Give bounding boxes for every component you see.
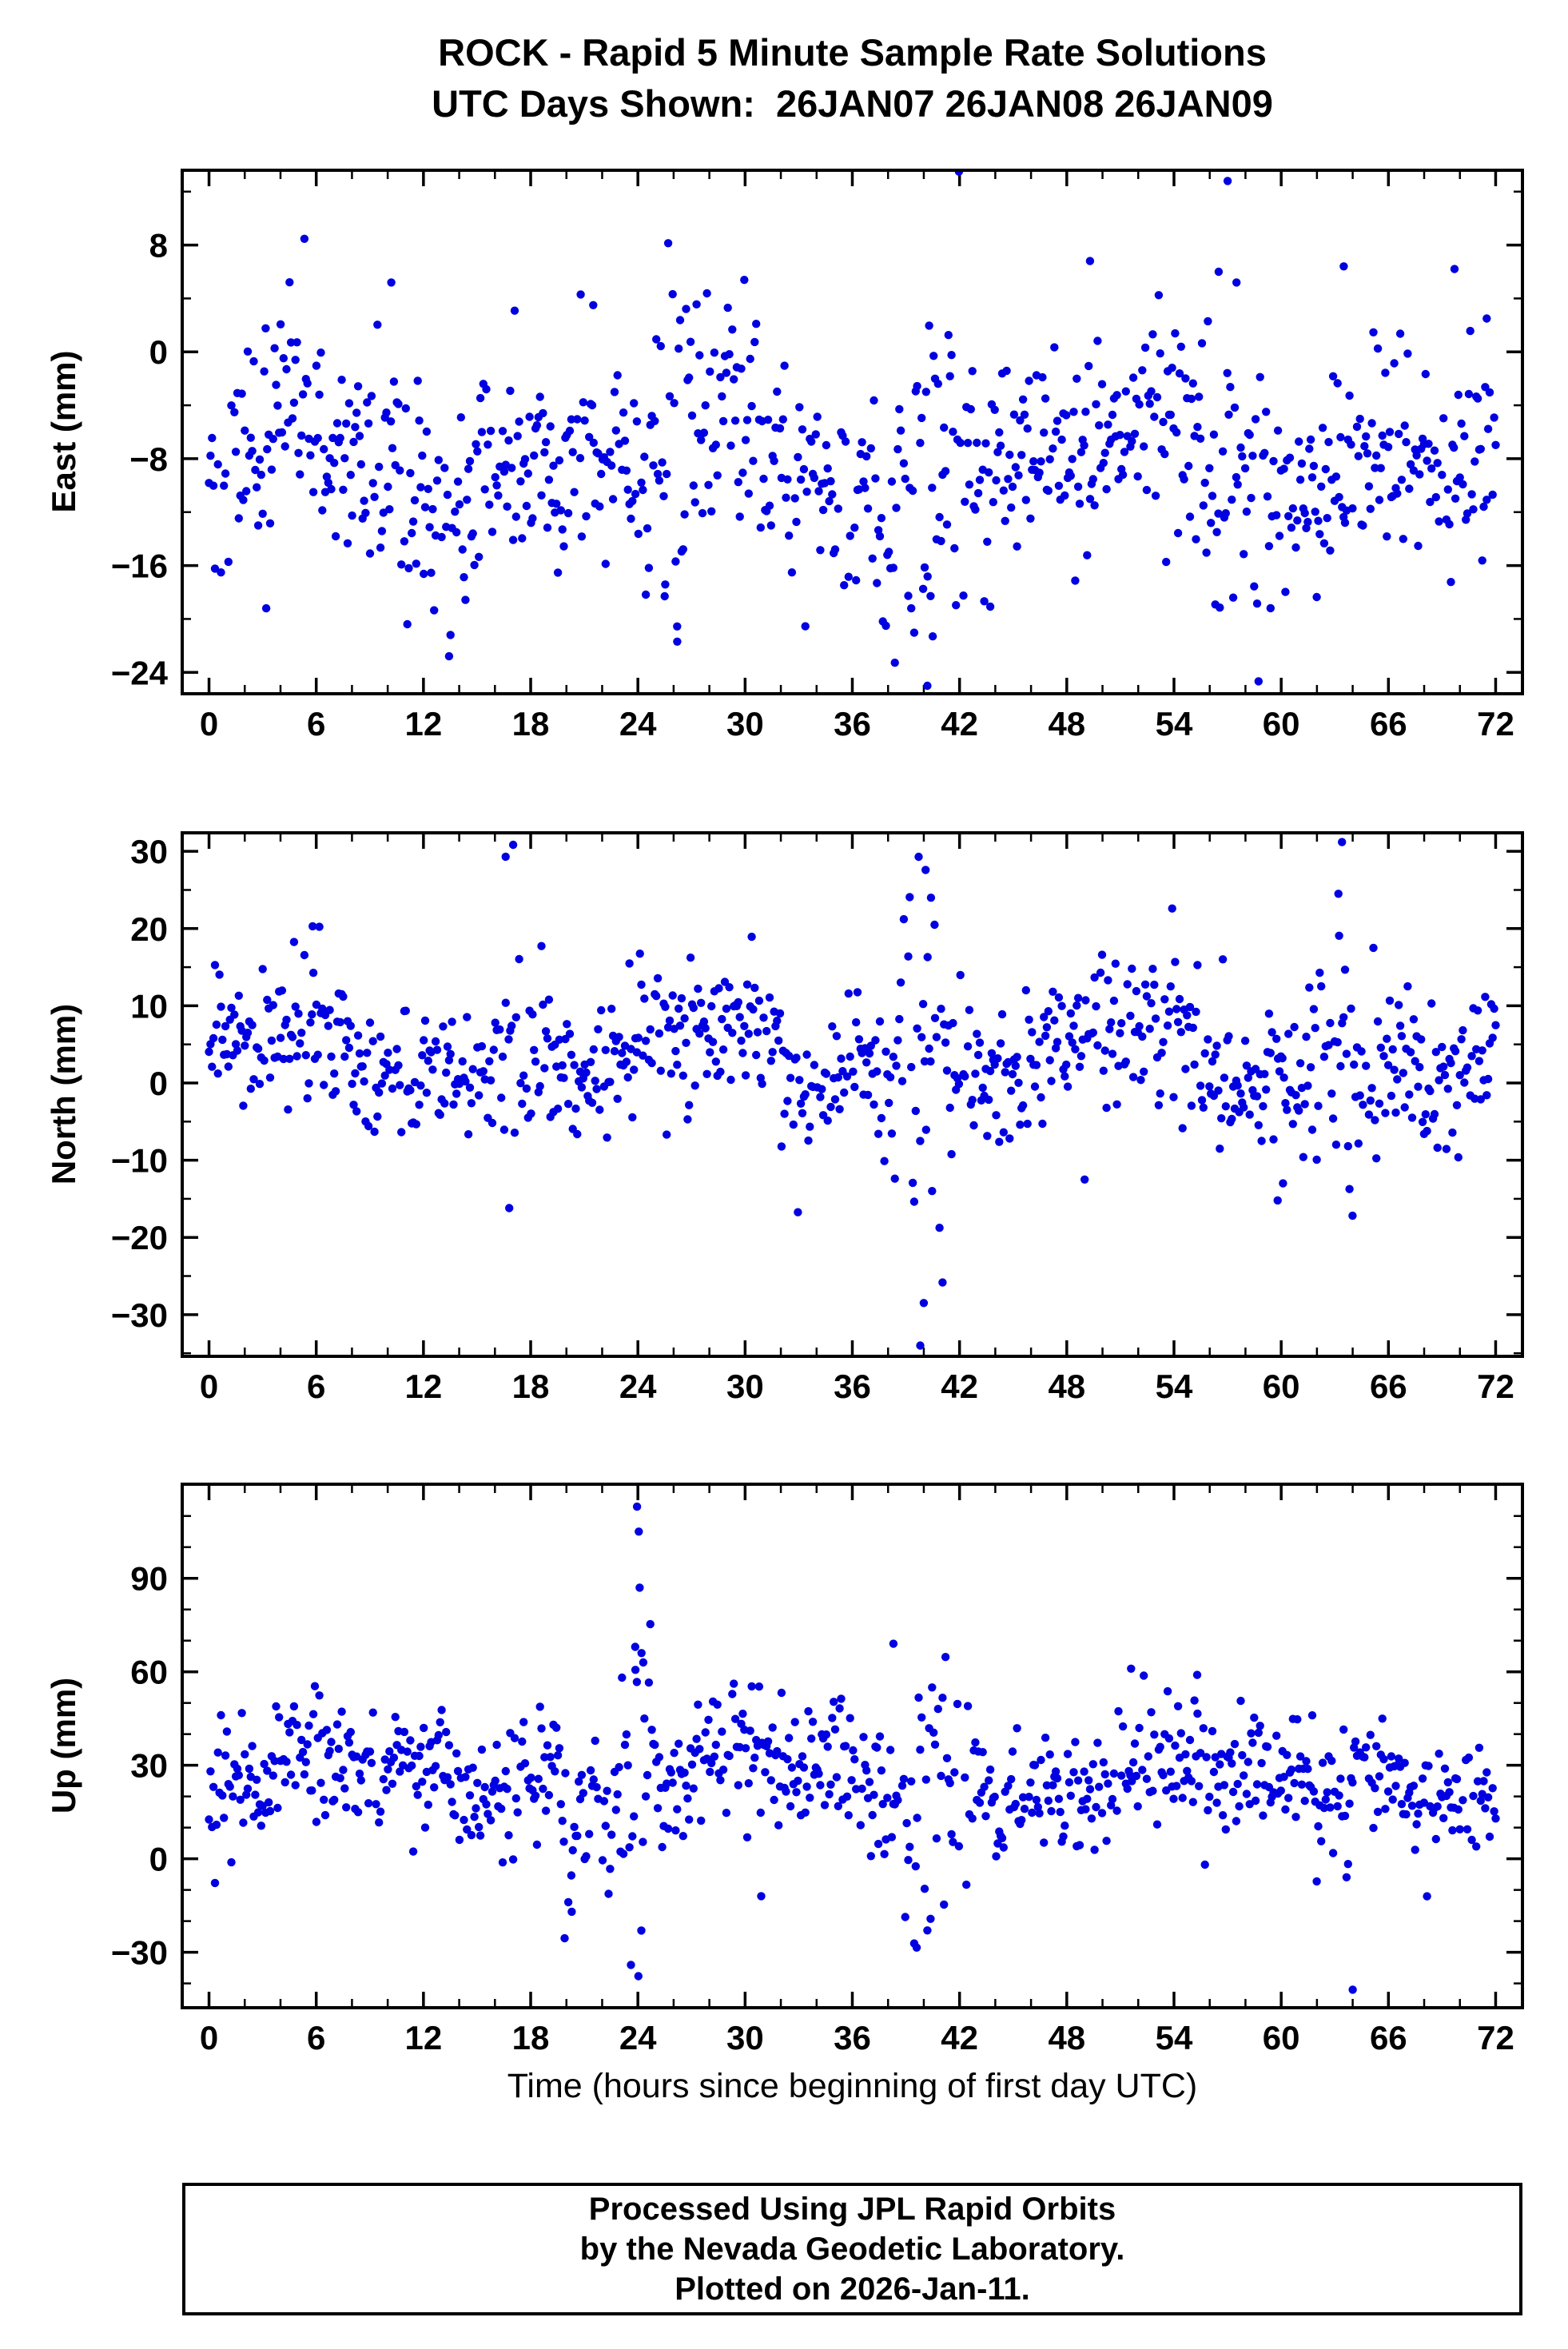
svg-text:72: 72 <box>1477 1368 1514 1405</box>
svg-text:60: 60 <box>130 1654 168 1691</box>
east-scatter-plot: 0 6 12 18 24 30 36 42 48 54 60 66 72 −24 −16 −8 0 8 <box>111 169 1524 743</box>
svg-text:30: 30 <box>726 1368 764 1405</box>
svg-text:48: 48 <box>1048 2019 1085 2056</box>
svg-text:66: 66 <box>1370 1368 1407 1405</box>
svg-text:72: 72 <box>1477 2019 1514 2056</box>
footer-line-2: by the Nevada Geodetic Laboratory. <box>579 2232 1125 2267</box>
svg-text:12: 12 <box>405 2019 443 2056</box>
svg-text:24: 24 <box>619 705 657 743</box>
svg-text:0: 0 <box>200 1368 218 1405</box>
svg-text:18: 18 <box>512 705 550 743</box>
svg-text:36: 36 <box>834 2019 871 2056</box>
svg-text:48: 48 <box>1048 1368 1085 1405</box>
svg-text:24: 24 <box>619 1368 657 1405</box>
east-axis-label: East (mm) <box>45 350 82 513</box>
svg-text:66: 66 <box>1370 2019 1407 2056</box>
east-plot-panel: 0 6 12 18 24 30 36 42 48 54 60 66 72 −24 −16 −8 0 8 <box>104 130 1542 750</box>
figure-title: ROCK - Rapid 5 Minute Sample Rate Soluti… <box>438 31 1267 74</box>
svg-text:42: 42 <box>941 1368 978 1405</box>
svg-text:54: 54 <box>1156 705 1193 743</box>
svg-text:6: 6 <box>307 705 325 743</box>
svg-text:54: 54 <box>1156 1368 1193 1405</box>
svg-text:−30: −30 <box>111 1296 168 1334</box>
svg-text:10: 10 <box>130 987 168 1025</box>
svg-text:6: 6 <box>307 2019 325 2056</box>
svg-text:36: 36 <box>834 705 871 743</box>
svg-text:48: 48 <box>1048 705 1085 743</box>
svg-text:18: 18 <box>512 1368 550 1405</box>
north-scatter-plot: 0 6 12 18 24 30 36 42 48 54 60 66 72 −30 −20 −10 0 10 20 30 <box>111 831 1524 1405</box>
svg-text:36: 36 <box>834 1368 871 1405</box>
up-plot-panel: 0 6 12 18 24 30 36 42 48 54 60 66 72 −30 0 30 60 90 <box>104 1444 1542 2064</box>
svg-text:−24: −24 <box>111 654 169 691</box>
svg-text:12: 12 <box>405 705 443 743</box>
svg-text:6: 6 <box>307 1368 325 1405</box>
svg-text:42: 42 <box>941 2019 978 2056</box>
north-plot-panel: 0 6 12 18 24 30 36 42 48 54 60 66 72 −30 −20 −10 0 10 20 30 <box>104 793 1542 1412</box>
svg-text:0: 0 <box>149 1841 168 1878</box>
svg-text:60: 60 <box>1263 1368 1300 1405</box>
svg-text:0: 0 <box>149 333 168 371</box>
svg-text:12: 12 <box>405 1368 443 1405</box>
svg-text:−10: −10 <box>111 1142 168 1180</box>
svg-text:20: 20 <box>130 910 168 948</box>
svg-text:30: 30 <box>726 2019 764 2056</box>
svg-text:30: 30 <box>726 705 764 743</box>
svg-text:90: 90 <box>130 1560 168 1598</box>
svg-text:18: 18 <box>512 2019 550 2056</box>
svg-text:60: 60 <box>1263 705 1300 743</box>
up-scatter-plot: 0 6 12 18 24 30 36 42 48 54 60 66 72 −30 0 30 60 90 <box>111 1483 1524 2056</box>
svg-text:30: 30 <box>130 1747 168 1785</box>
north-axis-label: North (mm) <box>45 1003 82 1185</box>
svg-text:42: 42 <box>941 705 978 743</box>
svg-text:0: 0 <box>149 1065 168 1102</box>
svg-text:8: 8 <box>149 227 168 265</box>
svg-text:30: 30 <box>130 833 168 870</box>
svg-text:60: 60 <box>1263 2019 1300 2056</box>
footer-line-1: Processed Using JPL Rapid Orbits <box>588 2192 1116 2227</box>
footer-box: Processed Using JPL Rapid Orbits by the … <box>182 2183 1522 2315</box>
svg-text:0: 0 <box>200 705 218 743</box>
svg-text:72: 72 <box>1477 705 1514 743</box>
svg-text:24: 24 <box>619 2019 657 2056</box>
footer-line-3: Plotted on 2026-Jan-11. <box>675 2271 1030 2307</box>
svg-text:66: 66 <box>1370 705 1407 743</box>
svg-text:54: 54 <box>1156 2019 1193 2056</box>
svg-text:−8: −8 <box>129 440 168 478</box>
figure-subtitle: UTC Days Shown: 26JAN07 26JAN08 26JAN09 <box>432 82 1273 125</box>
x-axis-label: Time (hours since beginning of first day… <box>507 2067 1198 2105</box>
svg-text:−30: −30 <box>111 1934 168 1972</box>
up-axis-label: Up (mm) <box>45 1677 82 1814</box>
svg-text:0: 0 <box>200 2019 218 2056</box>
svg-text:−20: −20 <box>111 1219 168 1256</box>
svg-text:−16: −16 <box>111 547 168 585</box>
